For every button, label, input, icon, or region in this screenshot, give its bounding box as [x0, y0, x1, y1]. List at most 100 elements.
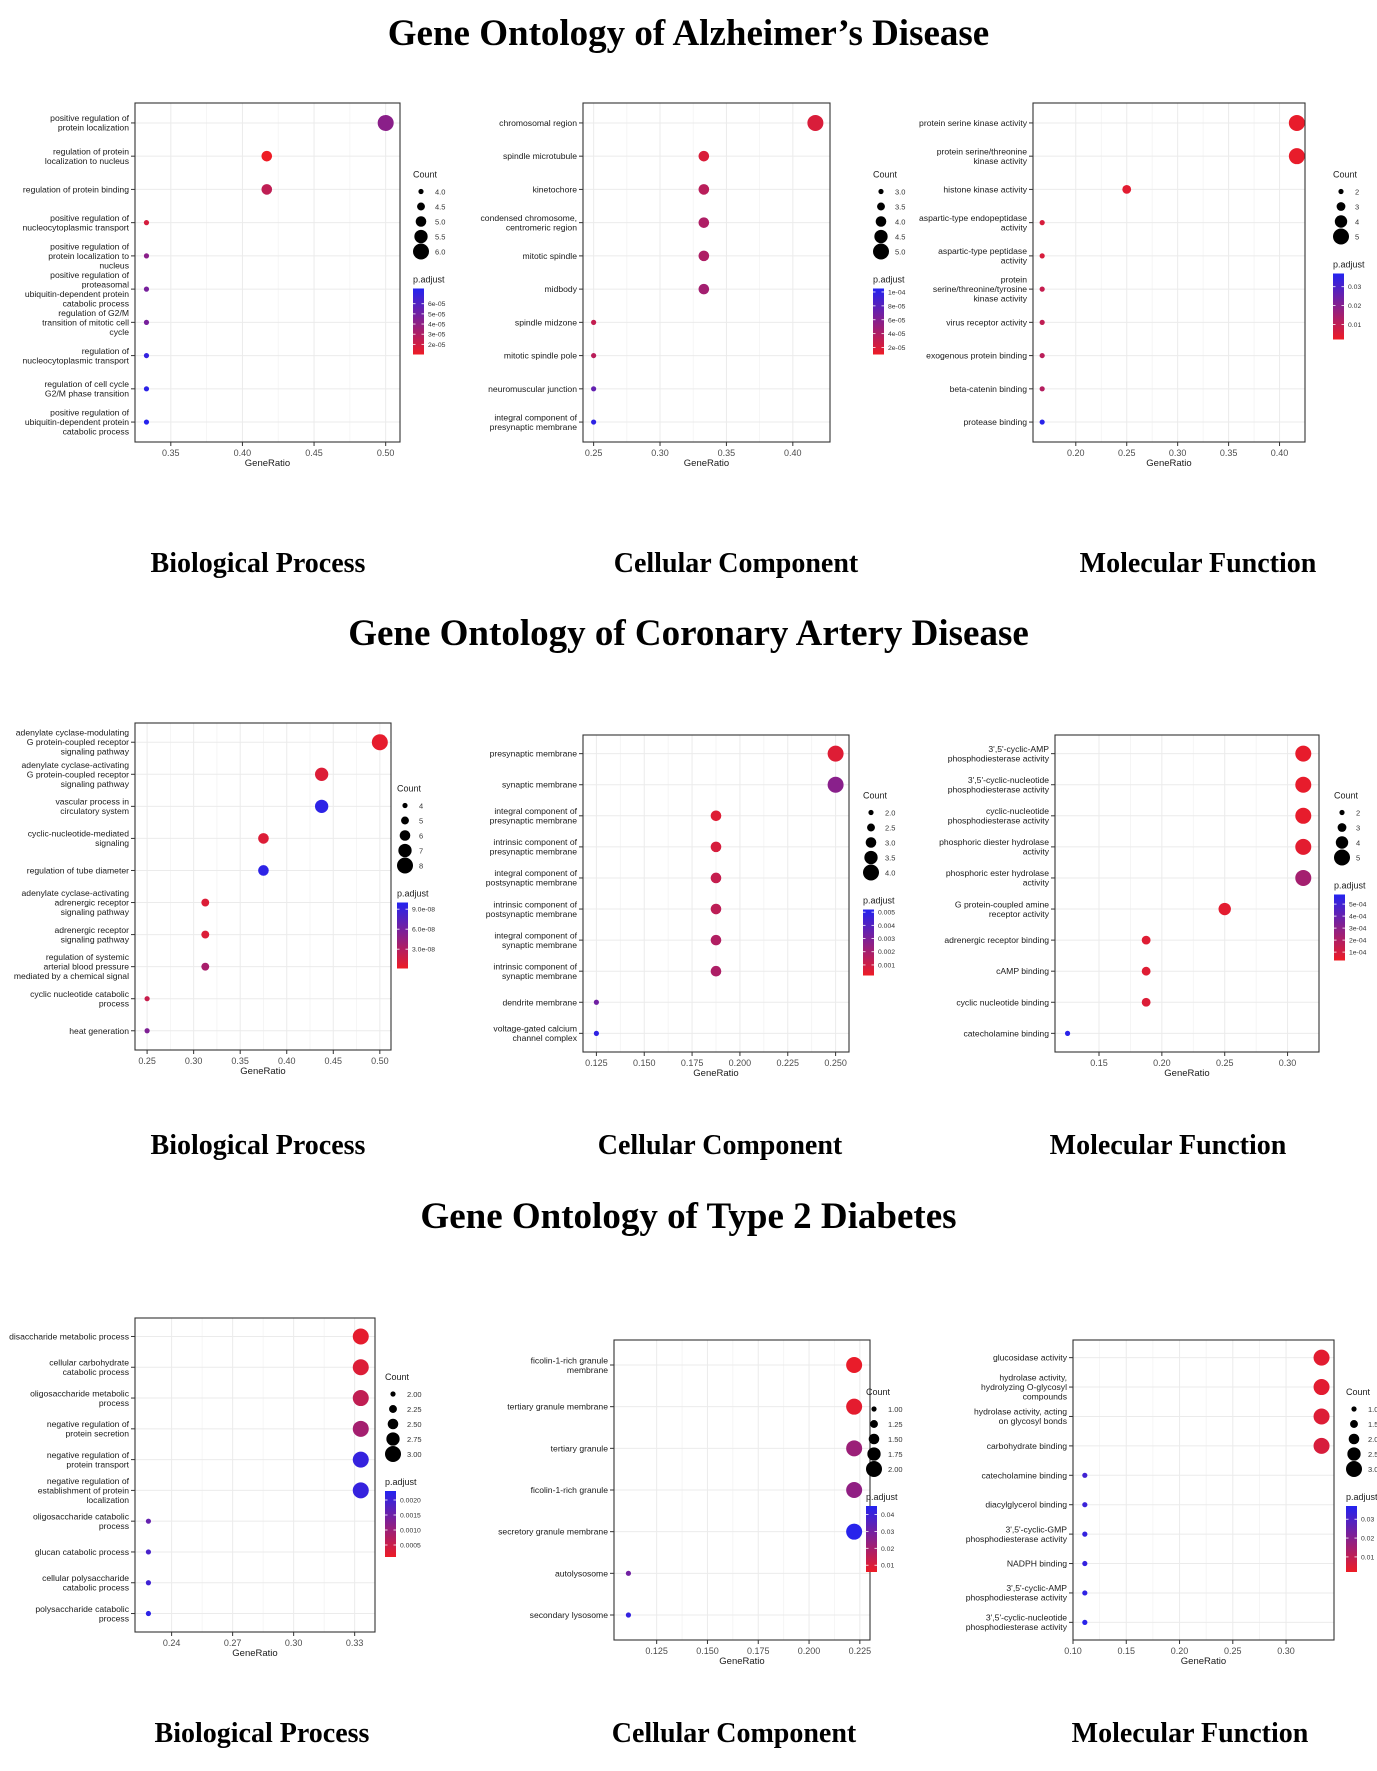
x-tick-label: 0.40	[234, 448, 252, 458]
color-legend-label: 2e-04	[1349, 938, 1367, 945]
data-point	[591, 319, 597, 325]
data-point	[593, 999, 599, 1005]
y-category-label: catecholamine binding	[981, 1470, 1067, 1480]
size-legend-label: 1.5	[1368, 1420, 1377, 1429]
y-category-label: hydrolase activity, acting on glycosyl bo…	[974, 1407, 1067, 1427]
size-legend-label: 2.00	[888, 1465, 903, 1474]
data-point	[352, 1359, 369, 1376]
size-legend-label: 3	[1356, 824, 1360, 833]
data-point	[1082, 1590, 1088, 1596]
data-point	[846, 1357, 863, 1373]
data-point	[201, 898, 210, 907]
color-legend-label: 0.01	[1348, 322, 1361, 329]
x-tick-label: 0.150	[696, 1646, 719, 1656]
data-point	[1039, 386, 1045, 392]
y-category-label: exogenous protein binding	[926, 351, 1027, 361]
y-category-label: virus receptor activity	[946, 317, 1027, 327]
size-legend-dot	[418, 188, 424, 195]
y-category-label: cyclic nucleotide catabolic process	[30, 989, 130, 1009]
size-legend-label: 4.0	[895, 218, 905, 227]
data-point	[377, 114, 394, 131]
color-legend-label: 0.001	[878, 962, 895, 969]
y-category-label: 3',5'-cyclic-AMP phosphodiesterase activi…	[966, 1583, 1068, 1603]
data-point	[846, 1523, 863, 1540]
x-tick-label: 0.225	[776, 1058, 799, 1068]
y-category-label: regulation of G2/M transition of mitotic …	[42, 308, 129, 337]
data-point	[1039, 286, 1045, 292]
color-legend-bar	[1333, 273, 1344, 340]
y-category-label: glucan catabolic process	[35, 1547, 129, 1557]
data-point	[352, 1328, 369, 1345]
color-legend-bar	[1346, 1506, 1357, 1572]
color-legend-bar	[413, 288, 424, 355]
x-tick-label: 0.30	[1169, 448, 1187, 458]
data-point	[1039, 319, 1045, 325]
color-legend-title: p.adjust	[1334, 881, 1366, 891]
size-legend-dot	[401, 816, 409, 825]
data-point	[591, 386, 597, 392]
size-legend-dot	[1348, 1433, 1360, 1445]
y-category-label: 3',5'-cyclic-GMP phosphodiesterase activi…	[966, 1524, 1068, 1544]
size-legend-dot	[1351, 1406, 1357, 1412]
x-axis-label: GeneRatio	[1146, 458, 1191, 469]
y-category-label: secondary lysosome	[530, 1610, 609, 1620]
y-category-label: disaccharide metabolic process	[9, 1331, 129, 1341]
x-tick-label: 0.15	[1090, 1058, 1108, 1068]
size-legend-label: 3.00	[407, 1450, 422, 1459]
x-tick-label: 0.20	[1067, 448, 1085, 458]
size-legend-label: 2.00	[407, 1390, 422, 1399]
color-legend-label: 2e-05	[428, 342, 446, 349]
color-legend-label: 0.0005	[400, 1543, 421, 1550]
y-category-label: dendrite membrane	[502, 997, 577, 1007]
color-legend-label: 0.0010	[400, 1528, 421, 1535]
y-category-label: beta-catenin binding	[950, 384, 1028, 394]
y-category-label: positive regulation of nucleocytoplasmic …	[22, 213, 129, 233]
size-legend-dot	[865, 837, 877, 848]
color-legend-label: 0.04	[881, 1512, 894, 1519]
y-category-label: regulation of nucleocytoplasmic transport	[22, 346, 129, 366]
size-legend-title: Count	[413, 170, 438, 180]
plot-frame	[582, 102, 831, 443]
y-category-label: cyclic-nucleotide-mediated signaling	[28, 829, 129, 849]
color-legend-bar	[863, 909, 874, 976]
data-point	[143, 220, 150, 226]
size-legend-label: 2.25	[407, 1405, 422, 1414]
data-point	[710, 903, 722, 915]
y-category-label: adenylate cyclase-activating G protein-co…	[22, 760, 130, 789]
size-legend-label: 1.50	[888, 1435, 903, 1444]
color-legend-bar	[1334, 894, 1345, 961]
data-point	[827, 745, 844, 762]
data-point	[145, 1549, 152, 1555]
data-point	[144, 1028, 150, 1034]
y-category-label: cellular carbohydrate catabolic process	[49, 1358, 129, 1378]
size-legend-label: 5.5	[435, 233, 445, 242]
color-legend-label: 0.03	[1361, 1517, 1374, 1524]
size-legend-label: 4	[1356, 839, 1360, 848]
data-point	[807, 114, 824, 131]
data-point	[698, 283, 710, 295]
x-axis-label: GeneRatio	[684, 458, 729, 469]
y-category-label: diacylglycerol binding	[985, 1500, 1067, 1510]
size-legend-label: 5	[1356, 854, 1360, 863]
x-tick-label: 0.25	[1118, 448, 1136, 458]
data-point	[698, 250, 710, 262]
size-legend-label: 2.0	[1368, 1435, 1377, 1444]
size-legend-title: Count	[866, 1387, 891, 1397]
y-category-label: regulation of protein localization to nuc…	[45, 146, 129, 166]
plot-panel	[1073, 1340, 1334, 1640]
color-legend-label: 2e-05	[888, 345, 906, 352]
y-category-label: integral component of postsynaptic membra…	[486, 868, 578, 888]
size-legend-title: Count	[863, 791, 888, 801]
y-category-label: ficolin-1-rich granule	[531, 1485, 609, 1495]
color-legend-title: p.adjust	[863, 896, 895, 906]
size-legend-label: 1.75	[888, 1450, 903, 1459]
color-legend-label: 6.0e-08	[412, 927, 435, 934]
y-category-label: vascular process in circulatory system	[55, 797, 129, 817]
data-point	[201, 962, 210, 971]
size-legend-dot	[1334, 849, 1350, 866]
size-legend-dot	[390, 1391, 396, 1397]
size-legend-label: 8	[419, 862, 423, 871]
size-legend-dot	[399, 830, 411, 841]
size-legend-dot	[417, 202, 425, 211]
